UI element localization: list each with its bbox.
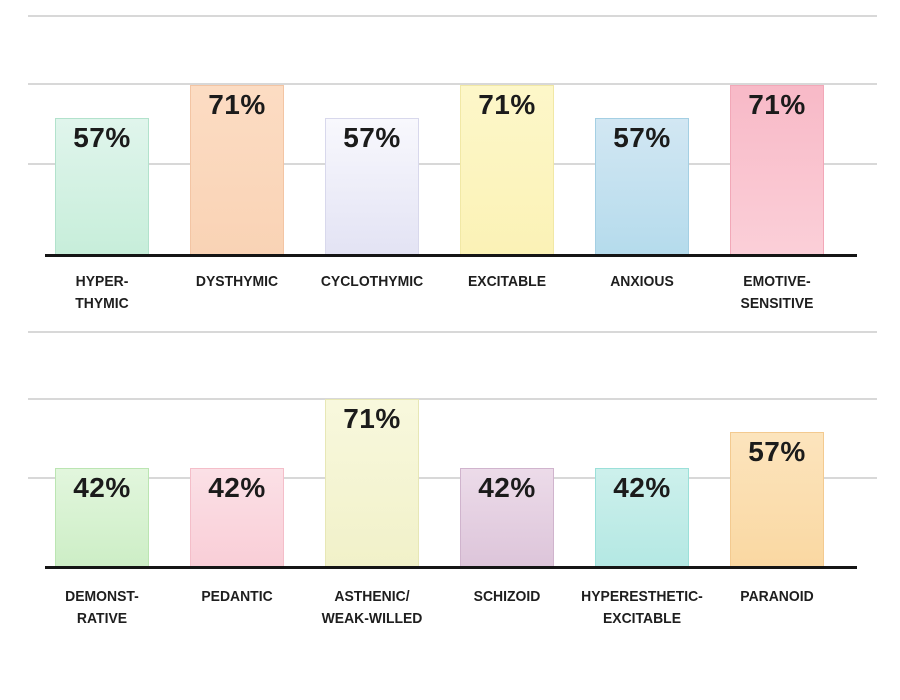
bar-value-label-cyclothymic: 57% [343,122,401,153]
category-label-dysthymic: DYSTHYMIC [195,273,279,290]
x-axis-line [45,254,857,257]
bar-value-label-hyperthymic: 57% [73,122,131,153]
bar-dysthymic: 71% [190,85,284,255]
gridline [28,15,877,17]
category-label-paranoid: PARANOID [740,588,814,605]
bar-value-label-hyperesthetic-excitable: 42% [613,472,671,503]
bar-hyperesthetic-excitable: 42% [595,468,689,567]
x-axis-line [45,566,857,569]
gridline [28,163,877,165]
bar-value-label-dysthymic: 71% [208,89,266,120]
bar-emotive-sensitive: 71% [730,85,824,255]
category-labels-top: HYPER- THYMIC DYSTHYMIC CYCLOTHYMIC EXCITAB… [28,271,877,323]
category-label-hyperthymic: HYPER- THYMIC [75,273,129,312]
category-label-emotive-sensitive: EMOTIVE- SENSITIVE [740,273,814,312]
plot-area-bottom: 42% 42% 71% 42% 42% 57% [28,331,877,569]
bar-schizoid: 42% [460,468,554,567]
bar-hyperthymic: 57% [55,118,149,255]
bar-value-label-paranoid: 57% [748,436,806,467]
bar-anxious: 57% [595,118,689,255]
gridline [28,477,877,479]
bar-cyclothymic: 57% [325,118,419,255]
plot-area-top: 57% 71% 57% 71% 57% 71% [28,15,877,257]
bar-value-label-schizoid: 42% [478,472,536,503]
category-label-pedantic: PEDANTIC [201,588,273,605]
category-label-hyperesthetic-excitable: HYPERESTHETIC- EXCITABLE [581,588,703,627]
bar-value-label-demonstrative: 42% [73,472,131,503]
bar-value-label-emotive-sensitive: 71% [748,89,806,120]
gridline [28,331,877,333]
category-label-demonstrative: DEMONST- RATIVE [65,588,139,627]
bar-value-label-asthenic-weak-willed: 71% [343,403,401,434]
category-label-anxious: ANXIOUS [610,273,674,290]
bar-excitable: 71% [460,85,554,255]
category-labels-bottom: DEMONST- RATIVE PEDANTIC ASTHENIC/ WEAK-WI… [28,586,877,638]
bar-demonstrative: 42% [55,468,149,567]
bar-value-label-anxious: 57% [613,122,671,153]
gridline [28,398,877,400]
category-label-schizoid: SCHIZOID [473,588,541,605]
bar-paranoid: 57% [730,432,824,567]
bar-pedantic: 42% [190,468,284,567]
category-label-excitable: EXCITABLE [467,273,547,290]
gridline [28,83,877,85]
category-label-cyclothymic: CYCLOTHYMIC [320,273,424,290]
bar-asthenic-weak-willed: 71% [325,399,419,567]
bar-value-label-pedantic: 42% [208,472,266,503]
category-label-asthenic-weak-willed: ASTHENIC/ WEAK-WILLED [321,588,423,627]
bar-value-label-excitable: 71% [478,89,536,120]
